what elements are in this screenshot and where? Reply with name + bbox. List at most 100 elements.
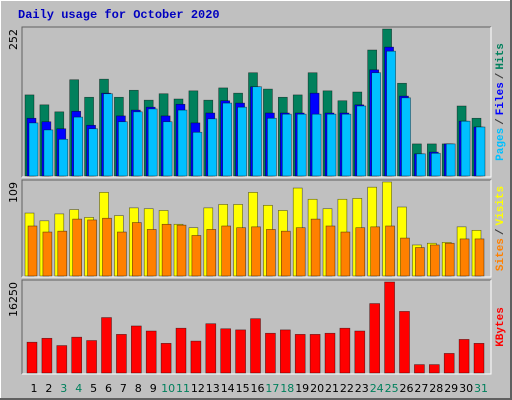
x-tick-label: 26 — [400, 382, 414, 395]
bar — [416, 153, 426, 177]
bar — [385, 225, 395, 277]
legend-entry: Visits — [495, 186, 507, 226]
x-tick-label: 24 — [370, 382, 384, 395]
legend: Pages / Files / Hits — [495, 43, 507, 161]
bar — [161, 223, 172, 277]
bar — [176, 224, 187, 277]
panel-bevel-light — [22, 280, 492, 375]
bar — [415, 247, 425, 277]
bar — [386, 50, 396, 177]
bar — [73, 116, 83, 177]
bar — [310, 218, 321, 277]
bar — [42, 231, 53, 277]
x-tick-label: 14 — [221, 382, 235, 395]
bar — [58, 138, 69, 177]
x-tick-label: 11 — [176, 382, 190, 395]
bar — [475, 126, 486, 177]
legend: KBytes — [495, 307, 507, 347]
bar — [175, 327, 187, 374]
bar — [220, 328, 231, 374]
bar — [267, 117, 277, 177]
x-tick-label: 22 — [340, 382, 354, 395]
x-tick-label: 12 — [191, 382, 205, 395]
bar — [309, 334, 321, 374]
bar — [459, 238, 470, 277]
bar — [86, 340, 97, 374]
bar — [236, 227, 246, 277]
panel-bevel-dark — [21, 179, 491, 277]
bar — [356, 105, 367, 177]
bar — [116, 334, 127, 374]
bar — [295, 227, 306, 277]
bar — [132, 222, 142, 277]
x-tick-label: 31 — [474, 382, 488, 395]
bar — [266, 229, 276, 277]
x-tick-label: 13 — [206, 382, 220, 395]
bar — [339, 327, 351, 374]
bar — [354, 330, 366, 374]
panel-bevel-dark — [21, 26, 491, 177]
bar — [102, 217, 112, 277]
bar — [103, 93, 113, 177]
bar — [460, 120, 471, 177]
x-tick-label: 21 — [325, 382, 339, 395]
bar — [191, 235, 202, 277]
bar — [429, 244, 440, 277]
x-tick-label: 4 — [75, 382, 82, 395]
bar — [458, 339, 470, 374]
x-tick-label: 2 — [45, 382, 52, 395]
bar — [145, 330, 157, 374]
bar — [131, 325, 142, 374]
bar — [443, 353, 455, 374]
bar — [41, 337, 53, 374]
bar — [177, 109, 188, 177]
legend-separator: / — [495, 118, 507, 125]
bar — [265, 332, 276, 374]
x-tick-label: 10 — [161, 382, 175, 395]
bar — [251, 226, 261, 277]
x-tick-label: 16 — [251, 382, 265, 395]
legend-entry: KBytes — [495, 307, 507, 347]
bar — [221, 225, 231, 277]
x-tick-label: 20 — [310, 382, 324, 395]
x-tick-label: 28 — [429, 382, 443, 395]
x-tick-label: 18 — [280, 382, 294, 395]
bar — [401, 97, 411, 177]
bar — [147, 108, 158, 177]
bar — [444, 242, 455, 277]
bar — [371, 72, 382, 177]
bar — [252, 86, 262, 177]
y-tick-label: 252 — [7, 29, 20, 50]
x-tick-label: 6 — [105, 382, 112, 395]
bar — [27, 225, 38, 277]
bar — [72, 218, 82, 277]
legend-separator: / — [495, 228, 507, 235]
x-tick-label: 19 — [295, 382, 309, 395]
panel-bevel-dark — [21, 279, 491, 374]
bar — [88, 128, 98, 177]
x-tick-label: 7 — [120, 382, 127, 395]
x-tick-label: 8 — [135, 382, 142, 395]
bar — [280, 230, 291, 277]
legend-entry: Files — [495, 82, 507, 115]
x-tick-label: 17 — [265, 382, 279, 395]
bar — [340, 231, 351, 277]
bar — [324, 332, 336, 374]
x-tick-label: 5 — [90, 382, 97, 395]
x-tick-label: 23 — [355, 382, 369, 395]
bar — [326, 113, 337, 177]
bar — [192, 131, 203, 177]
x-tick-label: 27 — [414, 382, 428, 395]
bar — [474, 238, 485, 277]
x-tick-label: 30 — [459, 382, 473, 395]
y-tick-label: 109 — [7, 182, 20, 203]
bar — [399, 311, 410, 374]
bar — [400, 237, 410, 277]
bar — [117, 231, 127, 277]
panel-bevel-light — [22, 180, 492, 278]
panel-bevel-light — [22, 27, 492, 178]
bar — [294, 334, 306, 374]
bar — [26, 341, 38, 374]
bar — [473, 343, 485, 374]
